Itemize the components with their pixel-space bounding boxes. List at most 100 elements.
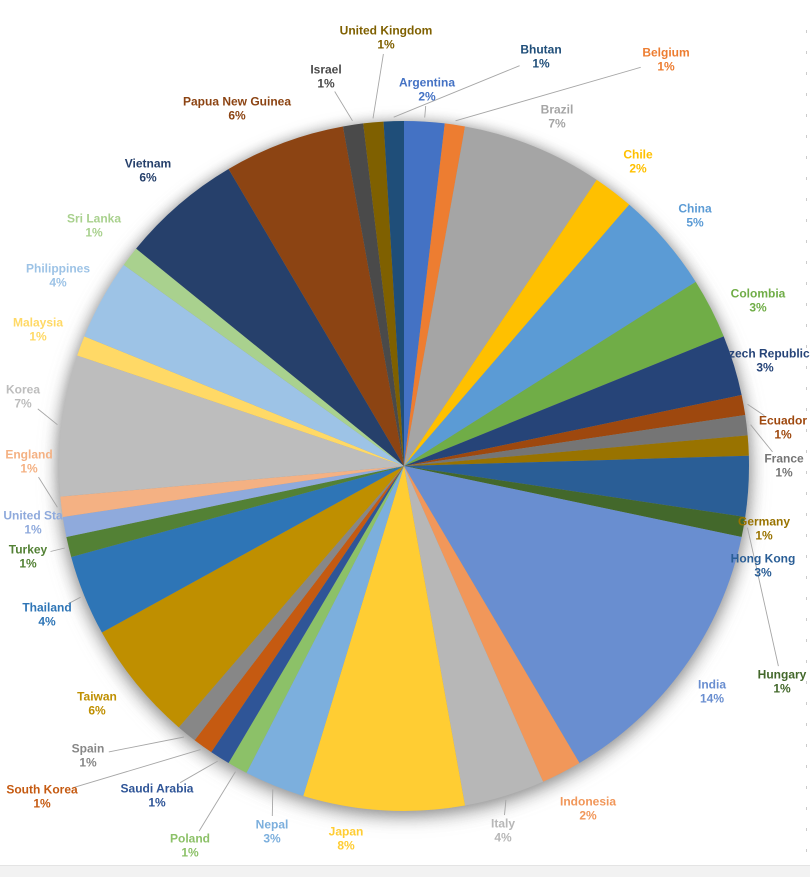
slice-hong-kong[interactable] [404,455,750,517]
label-malaysia[interactable]: Malaysia 1% [13,316,63,344]
label-percent: 4% [494,830,512,844]
label-colombia[interactable]: Colombia 3% [731,287,786,315]
label-korea[interactable]: Korea 7% [6,383,40,411]
slice-japan[interactable] [303,466,466,812]
label-percent: 6% [88,703,106,717]
slice-brazil[interactable] [404,126,597,466]
label-saudi-arabia[interactable]: Saudi Arabia 1% [121,782,194,810]
label-hungary[interactable]: Hungary 1% [758,668,807,696]
leader-line-argentina [424,105,427,118]
label-chile[interactable]: Chile 2% [623,148,652,176]
label-czech-republic[interactable]: Czech Republic 3% [720,347,809,375]
slice-ecuador[interactable] [404,394,746,466]
label-papua-new-guinea[interactable]: Papua New Guinea 6% [183,95,291,123]
slice-chile[interactable] [404,179,630,467]
label-turkey[interactable]: Turkey 1% [9,543,47,571]
slice-korea[interactable] [58,355,405,497]
label-germany[interactable]: Germany 1% [737,514,791,543]
label-name: Belgium [642,45,690,60]
slice-south-korea[interactable] [194,466,404,753]
slice-thailand[interactable] [71,466,404,633]
slice-england[interactable] [60,466,405,517]
leader-line-france [750,424,773,453]
slice-saudi-arabia[interactable] [211,466,404,764]
label-percent: 1% [85,225,103,239]
slice-malaysia[interactable] [77,336,405,466]
label-percent: 3% [754,565,772,579]
slice-belgium[interactable] [404,123,466,467]
label-percent: 2% [579,808,597,822]
slice-indonesia[interactable] [404,466,580,782]
slice-czech-republic[interactable] [404,336,742,466]
label-name: Ecuador [758,413,808,428]
label-united-kingdom[interactable]: United Kingdom 1% [340,24,433,52]
label-hong-kong[interactable]: Hong Kong 3% [731,552,796,580]
label-vietnam[interactable]: Vietnam 6% [124,156,172,185]
slice-philippines[interactable] [84,264,404,466]
label-percent: 8% [337,838,355,852]
label-argentina[interactable]: Argentina 2% [399,76,455,104]
label-percent: 1% [775,465,793,479]
label-poland[interactable]: Poland 1% [170,832,210,860]
label-italy[interactable]: Italy 4% [490,816,516,845]
slice-taiwan[interactable] [101,466,405,728]
label-philippines[interactable]: Philippines 4% [26,262,90,290]
leader-line-hungary [747,527,779,667]
label-spain[interactable]: Spain 1% [72,742,105,770]
label-sri-lanka[interactable]: Sri Lanka 1% [67,212,121,240]
label-percent: 5% [686,215,704,229]
leader-line-poland [198,771,236,832]
label-brazil[interactable]: Brazil 7% [541,103,574,131]
label-ecuador[interactable]: Ecuador 1% [758,413,808,442]
slice-sri-lanka[interactable] [123,248,404,466]
label-name: Vietnam [124,156,172,171]
label-name: France [764,451,804,466]
label-percent: 1% [19,556,37,570]
label-indonesia[interactable]: Indonesia 2% [560,795,616,823]
slice-colombia[interactable] [404,281,724,466]
slice-united-sta[interactable] [62,466,404,538]
label-name: South Korea [6,782,78,797]
slice-vietnam[interactable] [136,168,404,466]
label-belgium[interactable]: Belgium 1% [642,45,690,74]
slice-turkey[interactable] [66,466,405,557]
label-percent: 1% [79,755,97,769]
label-percent: 1% [773,681,791,695]
slice-italy[interactable] [404,466,544,806]
slice-china[interactable] [404,204,696,466]
label-name: Italy [490,816,516,831]
label-name: Germany [737,514,791,529]
label-nepal[interactable]: Nepal 3% [256,818,289,846]
slice-poland[interactable] [228,466,404,773]
slice-india[interactable] [404,466,742,764]
label-israel[interactable]: Israel 1% [310,63,341,91]
label-india[interactable]: India 14% [698,678,726,706]
label-percent: 2% [418,89,436,103]
label-taiwan[interactable]: Taiwan 6% [77,690,117,718]
leader-line-belgium [455,66,641,122]
leader-line-ecuador [747,403,765,417]
slice-germany[interactable] [404,435,749,466]
leader-line-thailand [67,596,81,605]
label-percent: 4% [38,614,56,628]
slice-argentina[interactable] [404,121,445,466]
label-bhutan[interactable]: Bhutan 1% [520,43,561,71]
slice-papua-new-guinea[interactable] [228,126,404,466]
label-united-sta[interactable]: United Sta 1% [3,509,62,537]
label-japan[interactable]: Japan 8% [329,825,364,853]
slice-nepal[interactable] [246,466,404,796]
slice-hungary[interactable] [404,466,746,538]
slice-bhutan[interactable] [383,121,404,466]
slice-spain[interactable] [178,466,404,741]
label-france[interactable]: France 1% [764,451,804,480]
label-thailand[interactable]: Thailand 4% [22,601,71,629]
label-england[interactable]: England 1% [5,448,52,476]
slice-united-kingdom[interactable] [363,121,404,467]
label-percent: 1% [755,528,773,542]
label-china[interactable]: China 5% [678,202,711,230]
slice-france[interactable] [404,415,748,466]
label-south-korea[interactable]: South Korea 1% [6,782,78,811]
slice-israel[interactable] [342,123,404,467]
